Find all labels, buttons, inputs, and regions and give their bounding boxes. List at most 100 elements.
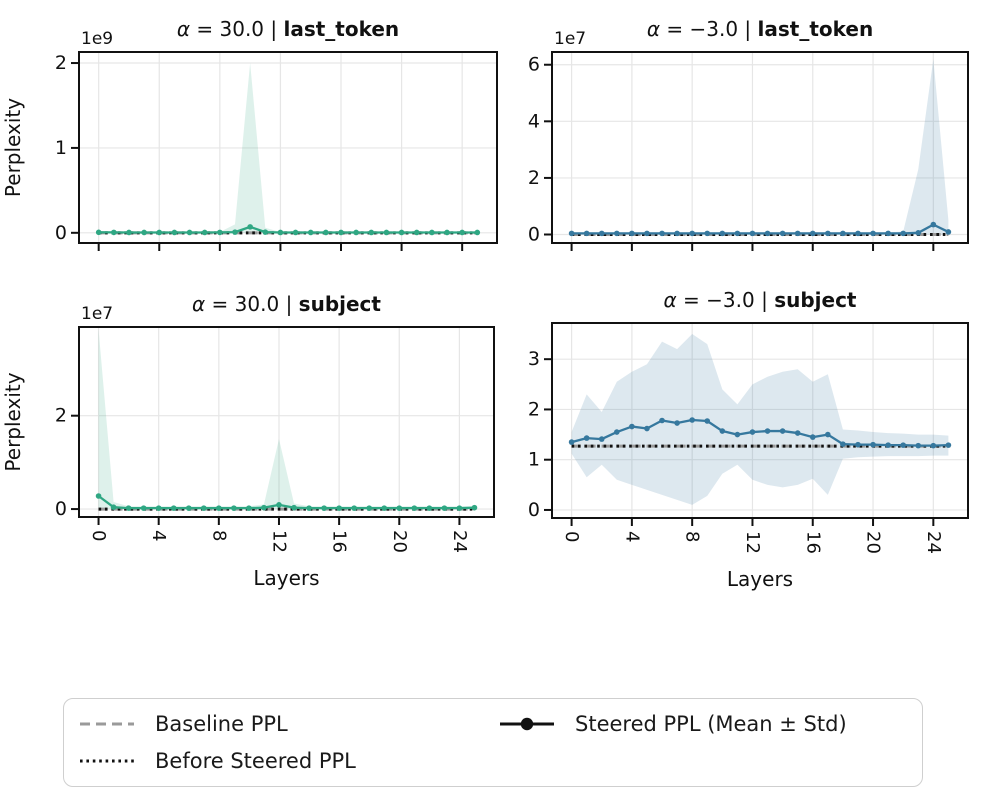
data-point-marker — [429, 229, 435, 236]
data-point-marker — [629, 230, 635, 237]
y-tick-label: 0 — [528, 499, 540, 521]
subplot-canvas-alpha30-subject: 0 4 8 12 16 20 24 0 2 1e7 α = 30.0 | subject Perple… — [1, 292, 495, 590]
y-tick-label: 6 — [528, 54, 540, 76]
data-point-marker — [674, 230, 680, 237]
legend-item-before-steered: Before Steered PPL — [78, 749, 498, 773]
data-point-marker — [155, 505, 162, 511]
data-point-marker — [186, 229, 193, 236]
data-point-marker — [598, 436, 605, 442]
data-point-marker — [171, 229, 178, 236]
x-tick-label: 4 — [621, 531, 642, 542]
axis-scale-offset-label: 1e7 — [554, 29, 586, 49]
data-point-marker — [689, 230, 695, 237]
data-point-marker — [659, 417, 665, 424]
data-point-marker — [231, 505, 237, 511]
data-point-marker — [141, 229, 147, 236]
data-point-marker — [779, 230, 786, 237]
legend-label-baseline: Baseline PPL — [155, 712, 288, 737]
legend-item-steered: Steered PPL (Mean ± Std) — [498, 712, 908, 736]
data-point-marker — [336, 505, 342, 511]
data-point-marker — [885, 442, 891, 448]
data-point-marker — [276, 502, 282, 508]
data-point-marker — [870, 441, 876, 448]
data-point-marker — [471, 504, 478, 511]
data-point-marker — [383, 229, 390, 236]
data-point-marker — [444, 229, 450, 236]
data-point-marker — [885, 230, 891, 237]
subplot-canvas-alpha30-last-token: 0 1 2 1e9 α = 30.0 | last_token Perplexity — [1, 17, 498, 251]
data-point-marker — [201, 505, 207, 511]
data-point-marker — [338, 229, 344, 236]
data-point-marker — [764, 230, 771, 237]
data-point-marker — [930, 221, 937, 228]
data-point-marker — [915, 230, 922, 236]
x-tick-label: 8 — [208, 530, 229, 541]
data-point-marker — [840, 230, 846, 237]
data-point-marker — [262, 229, 269, 235]
data-point-marker — [216, 505, 222, 511]
data-point-marker — [170, 505, 177, 511]
y-tick-label: 2 — [55, 405, 67, 427]
std-band — [571, 334, 949, 505]
x-tick-label: 4 — [148, 530, 169, 541]
baseline-dashed-line-sample — [80, 722, 134, 726]
data-point-marker — [614, 230, 620, 237]
data-point-marker — [396, 505, 403, 511]
data-point-marker — [381, 505, 388, 511]
data-point-marker — [704, 230, 711, 237]
data-point-marker — [644, 425, 650, 432]
axis-scale-offset-label: 1e9 — [81, 29, 113, 49]
data-point-marker — [749, 429, 756, 435]
data-point-marker — [900, 442, 906, 448]
data-point-marker — [111, 229, 117, 236]
data-point-marker — [201, 229, 208, 236]
data-point-marker — [126, 229, 132, 236]
data-point-marker — [185, 505, 192, 511]
y-tick-label: 1 — [528, 449, 540, 471]
x-tick-label: 16 — [802, 531, 823, 554]
subplot-alpha30-subject: 0 4 8 12 16 20 24 0 2 1e7 α = 30.0 | subject Perple… — [0, 275, 500, 606]
data-point-marker — [459, 229, 465, 236]
steered-ppl-line — [98, 225, 478, 234]
data-point-marker — [366, 505, 372, 511]
y-tick-label: 1 — [55, 137, 67, 159]
y-tick-label: 0 — [55, 498, 67, 520]
data-point-marker — [292, 229, 299, 236]
data-point-marker — [95, 229, 102, 236]
subplot-title: α = −3.0 | subject — [664, 288, 857, 312]
y-tick-label: 3 — [528, 348, 540, 370]
data-point-marker — [794, 430, 801, 436]
data-point-marker — [217, 229, 223, 236]
data-point-marker — [629, 423, 635, 430]
data-point-marker — [232, 229, 238, 235]
x-axis-label: Layers — [253, 566, 319, 590]
data-point-marker — [719, 230, 726, 237]
data-point-marker — [291, 504, 297, 511]
data-point-marker — [825, 431, 831, 438]
data-point-marker — [659, 230, 665, 237]
steered-ppl-line — [571, 223, 949, 235]
before-steered-dotted-line-sample — [80, 759, 134, 763]
data-point-marker — [794, 230, 801, 237]
x-tick-label: 0 — [561, 531, 582, 542]
data-point-marker — [321, 505, 327, 511]
data-point-marker — [140, 505, 147, 511]
data-point-marker — [840, 441, 846, 447]
data-point-marker — [598, 230, 605, 237]
axes-spines — [551, 322, 969, 519]
x-tick-label: 0 — [88, 530, 109, 541]
subplot-alpha-3-last-token: 0 2 4 6 1e7 α = −3.0 | last_token — [500, 0, 987, 272]
x-tick-label: 8 — [682, 531, 703, 542]
y-axis-label: Perplexity — [1, 98, 25, 197]
data-point-marker — [247, 224, 253, 230]
data-point-marker — [583, 435, 590, 441]
data-point-marker — [809, 230, 816, 237]
x-axis-label: Layers — [727, 567, 793, 591]
data-point-marker — [110, 504, 117, 510]
data-point-marker — [368, 229, 375, 236]
data-point-marker — [734, 230, 741, 237]
legend-label-steered: Steered PPL (Mean ± Std) — [575, 712, 847, 737]
subplot-alpha30-last-token: 0 1 2 1e9 α = 30.0 | last_token Perplexity — [0, 0, 500, 272]
data-point-marker — [734, 431, 741, 438]
axes-spines — [551, 51, 969, 244]
